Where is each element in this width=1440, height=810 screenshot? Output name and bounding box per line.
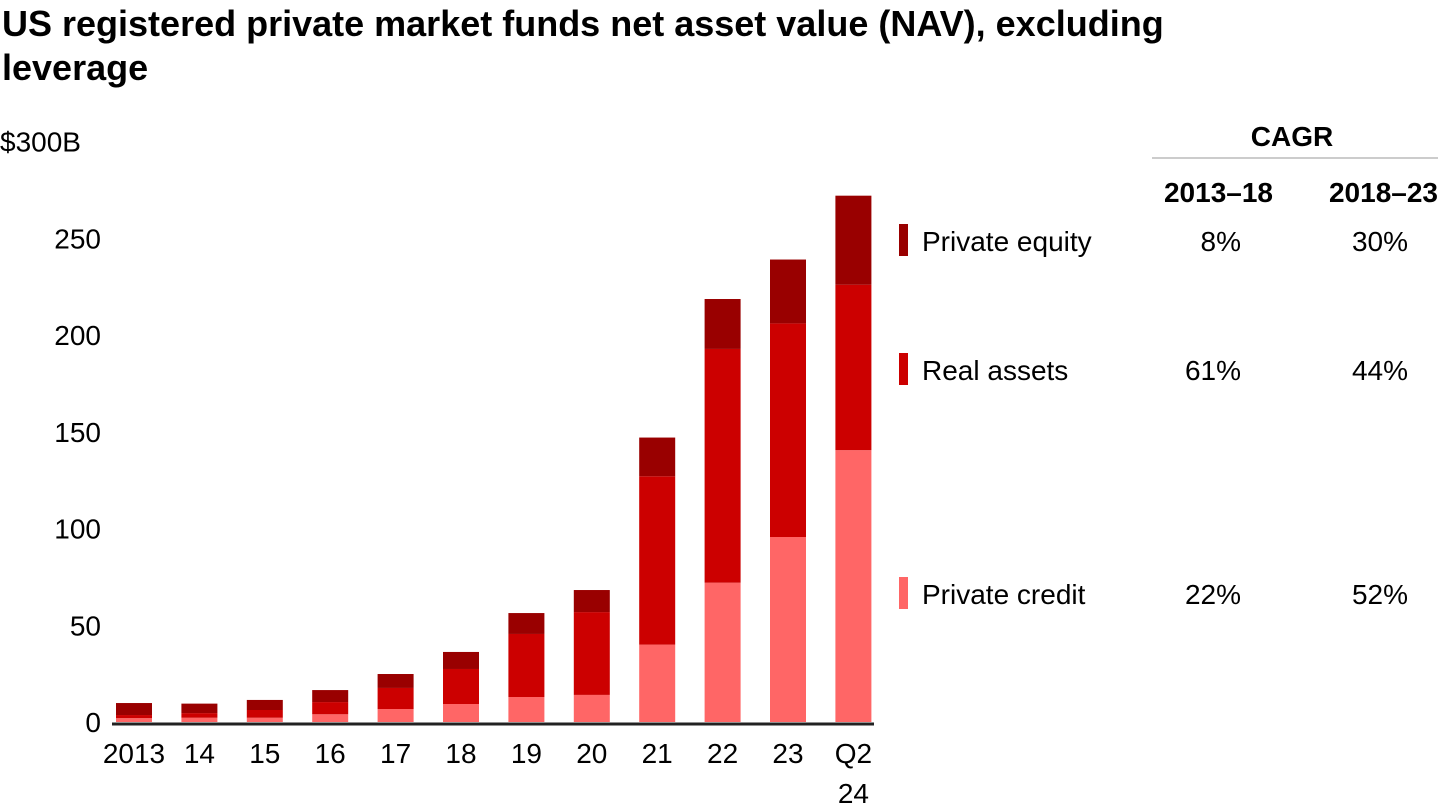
bar-private-credit [377,709,414,722]
legend-swatch [899,353,908,385]
bar-private-credit [116,718,152,722]
legend-cagr-2018-23: 30% [1352,226,1408,257]
x-tick-label: 15 [249,738,280,769]
bar-private-credit [312,714,349,722]
y-tick-label: $300B [0,127,81,158]
bar-private-equity [312,690,349,703]
legend-cagr-2013-18: 8% [1201,226,1241,257]
bar-private-equity [508,613,545,634]
legend-cagr-2013-18: 22% [1185,579,1241,610]
legend-label: Private equity [922,226,1092,257]
bar-real-assets [573,612,610,695]
legend-cagr-2018-23: 52% [1352,579,1408,610]
x-tick-label: 24 [838,778,869,809]
bar-private-credit [443,704,479,722]
bar-private-equity [443,651,479,669]
bar-private-credit [181,717,218,722]
legend-swatch [899,577,908,609]
x-tick-label: 18 [445,738,476,769]
y-tick-label: 100 [54,514,101,545]
bar-private-equity [770,259,806,324]
x-tick-label: 2013 [103,738,165,769]
bar-private-equity [116,703,152,716]
legend-column-header: 2018–23 [1329,177,1438,208]
bar-private-equity [181,703,218,714]
x-tick-label: 23 [772,738,803,769]
bar-private-equity [377,674,414,688]
bar-real-assets [443,668,479,705]
chart-title: US registered private market funds net a… [2,3,1164,88]
bar-real-assets [116,715,152,719]
bar-private-credit [246,717,283,722]
x-tick-label: 22 [707,738,738,769]
bar-private-equity [704,299,741,349]
bar-private-equity [835,195,872,285]
y-tick-label: 150 [54,417,101,448]
legend-cagr-2018-23: 44% [1352,355,1408,386]
legend-label: Private credit [922,579,1086,610]
bar-private-credit [508,697,545,722]
x-tick-label: Q2 [835,738,872,769]
bar-private-credit [770,537,806,722]
bar-real-assets [312,702,349,715]
y-tick-label: 200 [54,320,101,351]
bar-real-assets [508,633,545,698]
x-tick-label: 14 [184,738,215,769]
bar-real-assets [377,687,414,710]
x-tick-label: 19 [511,738,542,769]
legend-label: Real assets [922,355,1068,386]
x-tick-label: 21 [642,738,673,769]
bar-private-credit [704,582,741,722]
legend-header: CAGR [1251,121,1333,152]
bar-real-assets [835,284,872,451]
bar-private-credit [639,644,676,722]
y-tick-label: 0 [85,707,101,738]
y-tick-label: 50 [70,610,101,641]
bar-real-assets [770,323,806,538]
bar-private-equity [639,437,676,477]
bar-private-credit [835,450,872,722]
x-tick-label: 17 [380,738,411,769]
bar-private-equity [246,699,283,711]
legend-swatch [899,224,908,256]
bar-real-assets [704,348,741,583]
x-tick-label: 20 [576,738,607,769]
bar-real-assets [181,713,218,718]
legend-cagr-2013-18: 61% [1185,355,1241,386]
bar-real-assets [246,710,283,718]
bar-private-credit [573,694,610,722]
bar-private-equity [573,590,610,613]
legend-column-header: 2013–18 [1164,177,1273,208]
bar-real-assets [639,476,676,645]
x-tick-label: 16 [315,738,346,769]
y-tick-label: 250 [54,223,101,254]
